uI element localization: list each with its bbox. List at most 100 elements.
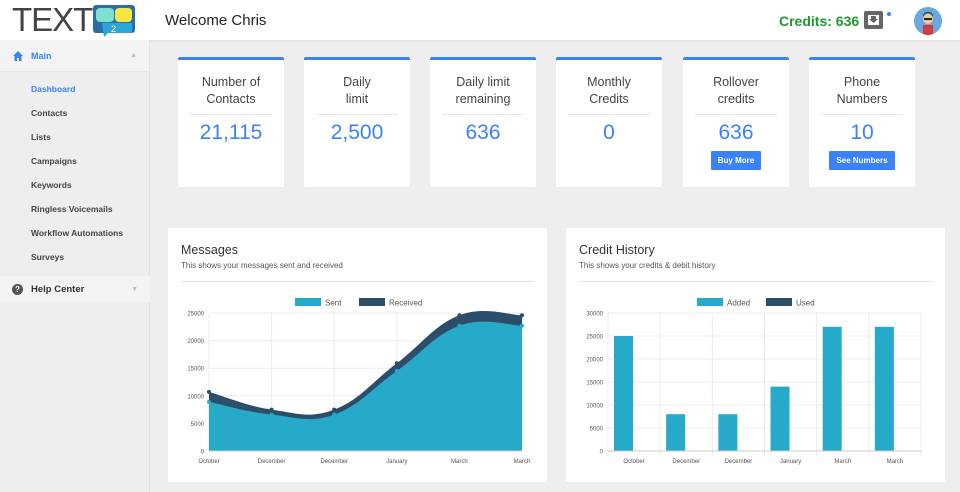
buy-more-button[interactable]: Buy More <box>710 151 762 170</box>
y-tick-label: 0 <box>600 450 604 456</box>
y-tick-label: 25000 <box>586 335 603 341</box>
sent-point <box>457 323 462 328</box>
x-tick-label: January <box>780 459 801 465</box>
sidebar-item-surveys[interactable]: Surveys <box>31 252 65 262</box>
sent-point <box>332 412 337 417</box>
credits-balance: Credits: 636 <box>779 13 860 29</box>
top-header: TEXT 2 Welcome Chris Credits: 636 <box>0 0 960 40</box>
messages-panel: Messages This shows your messages sent a… <box>168 228 547 482</box>
panel-title: Messages <box>181 243 238 257</box>
stat-card-phone-numbers: Phone Numbers 10 See Numbers <box>809 57 915 187</box>
chevron-down-icon: ▼ <box>131 285 138 293</box>
card-value: 636 <box>465 121 501 144</box>
logo-chat-bubbles-icon: 2 <box>93 5 136 37</box>
x-tick-label: March <box>834 459 851 465</box>
stat-card-daily-limit-remaining: Daily limit remaining 636 <box>430 57 536 187</box>
sent-area <box>209 321 522 451</box>
sidebar-section-main[interactable]: Main ▲ <box>0 40 149 72</box>
sidebar-item-keywords[interactable]: Keywords <box>31 180 72 190</box>
card-title: Phone Numbers <box>836 75 888 106</box>
credit-history-chart: Added Used 0 5000 10000 15000 20000 25000 30000 O… <box>586 298 922 465</box>
added-bar <box>874 326 894 451</box>
sent-point <box>520 323 524 328</box>
x-tick-label: January <box>386 459 407 465</box>
received-point <box>457 313 462 318</box>
card-title: Daily limit remaining <box>455 75 511 106</box>
sent-point <box>207 399 211 404</box>
welcome-text: Welcome Chris <box>165 12 267 29</box>
user-avatar[interactable] <box>914 7 942 35</box>
x-tick-label: December <box>725 459 753 465</box>
help-icon: ? <box>12 283 23 295</box>
x-tick-label: March <box>887 459 904 465</box>
panel-subtitle: This shows your messages sent and receiv… <box>181 261 343 270</box>
legend-label: Used <box>796 299 815 308</box>
legend-label: Sent <box>325 299 342 308</box>
sidebar-section-help-center[interactable]: ? Help Center ▼ <box>0 276 150 302</box>
sidebar-item-lists[interactable]: Lists <box>31 132 51 142</box>
y-tick-label: 5000 <box>191 422 205 428</box>
logo[interactable]: TEXT 2 <box>12 3 136 37</box>
card-title: Number of Contacts <box>201 75 261 106</box>
legend-label: Received <box>389 299 422 308</box>
x-tick-label: December <box>258 459 286 465</box>
x-tick-label: December <box>320 459 348 465</box>
y-tick-label: 25000 <box>187 312 204 318</box>
stat-card-contacts: Number of Contacts 21,115 <box>178 57 284 187</box>
x-tick-label: March <box>514 459 531 465</box>
added-bar <box>614 336 633 451</box>
card-value: 2,500 <box>330 121 384 144</box>
panel-title: Credit History <box>579 243 655 257</box>
added-bar <box>770 386 790 451</box>
y-tick-label: 5000 <box>590 427 604 433</box>
legend-label: Added <box>727 299 750 308</box>
received-point <box>269 407 274 412</box>
notification-dot <box>887 12 891 16</box>
stat-card-rollover-credits: Rollover credits 636 Buy More <box>683 57 789 187</box>
y-tick-label: 15000 <box>586 381 603 387</box>
legend-swatch <box>766 298 792 306</box>
stat-card-monthly-credits: Monthly Credits 0 <box>556 57 662 187</box>
received-point <box>207 389 211 394</box>
x-tick-label: December <box>672 459 700 465</box>
x-tick-label: October <box>198 459 219 465</box>
sidebar-item-dashboard[interactable]: Dashboard <box>31 84 76 94</box>
card-value: 0 <box>603 121 615 144</box>
card-value: 21,115 <box>199 121 263 144</box>
panel-subtitle: This shows your credits & debit history <box>579 261 716 270</box>
legend-swatch <box>697 298 723 306</box>
card-title: Rollover credits <box>713 75 759 106</box>
y-tick-label: 20000 <box>187 339 204 345</box>
sidebar: Main ▲ Dashboard Contacts Lists Campaign… <box>0 40 150 492</box>
help-center-label: Help Center <box>31 283 85 295</box>
inbox-download-icon[interactable] <box>864 11 883 29</box>
legend-swatch <box>359 298 385 306</box>
see-numbers-button[interactable]: See Numbers <box>829 151 895 170</box>
legend-swatch <box>295 298 321 306</box>
sidebar-item-contacts[interactable]: Contacts <box>31 108 68 118</box>
added-bar <box>822 326 842 451</box>
y-tick-label: 10000 <box>187 394 204 400</box>
home-icon <box>13 50 23 61</box>
x-tick-label: October <box>623 459 644 465</box>
card-value: 636 <box>718 121 754 144</box>
sidebar-item-campaigns[interactable]: Campaigns <box>31 156 77 166</box>
stat-card-daily-limit: Daily limit 2,500 <box>304 57 410 187</box>
y-tick-label: 20000 <box>586 358 603 364</box>
card-title: Monthly Credits <box>587 75 631 106</box>
sent-point <box>394 368 399 373</box>
sent-point <box>269 412 274 417</box>
added-bar <box>718 414 738 451</box>
added-bar <box>666 414 686 451</box>
y-tick-label: 0 <box>201 450 205 456</box>
received-point <box>332 407 337 412</box>
chevron-up-icon: ▲ <box>130 52 137 59</box>
y-tick-label: 10000 <box>586 404 603 410</box>
logo-mark: 2 <box>111 24 116 34</box>
sidebar-item-ringless-voicemails[interactable]: Ringless Voicemails <box>31 204 113 214</box>
card-title: Daily limit <box>343 75 371 106</box>
card-value: 10 <box>850 121 874 144</box>
y-tick-label: 30000 <box>586 312 603 318</box>
sidebar-item-workflow-automations[interactable]: Workflow Automations <box>31 228 124 238</box>
y-tick-label: 15000 <box>187 367 204 373</box>
